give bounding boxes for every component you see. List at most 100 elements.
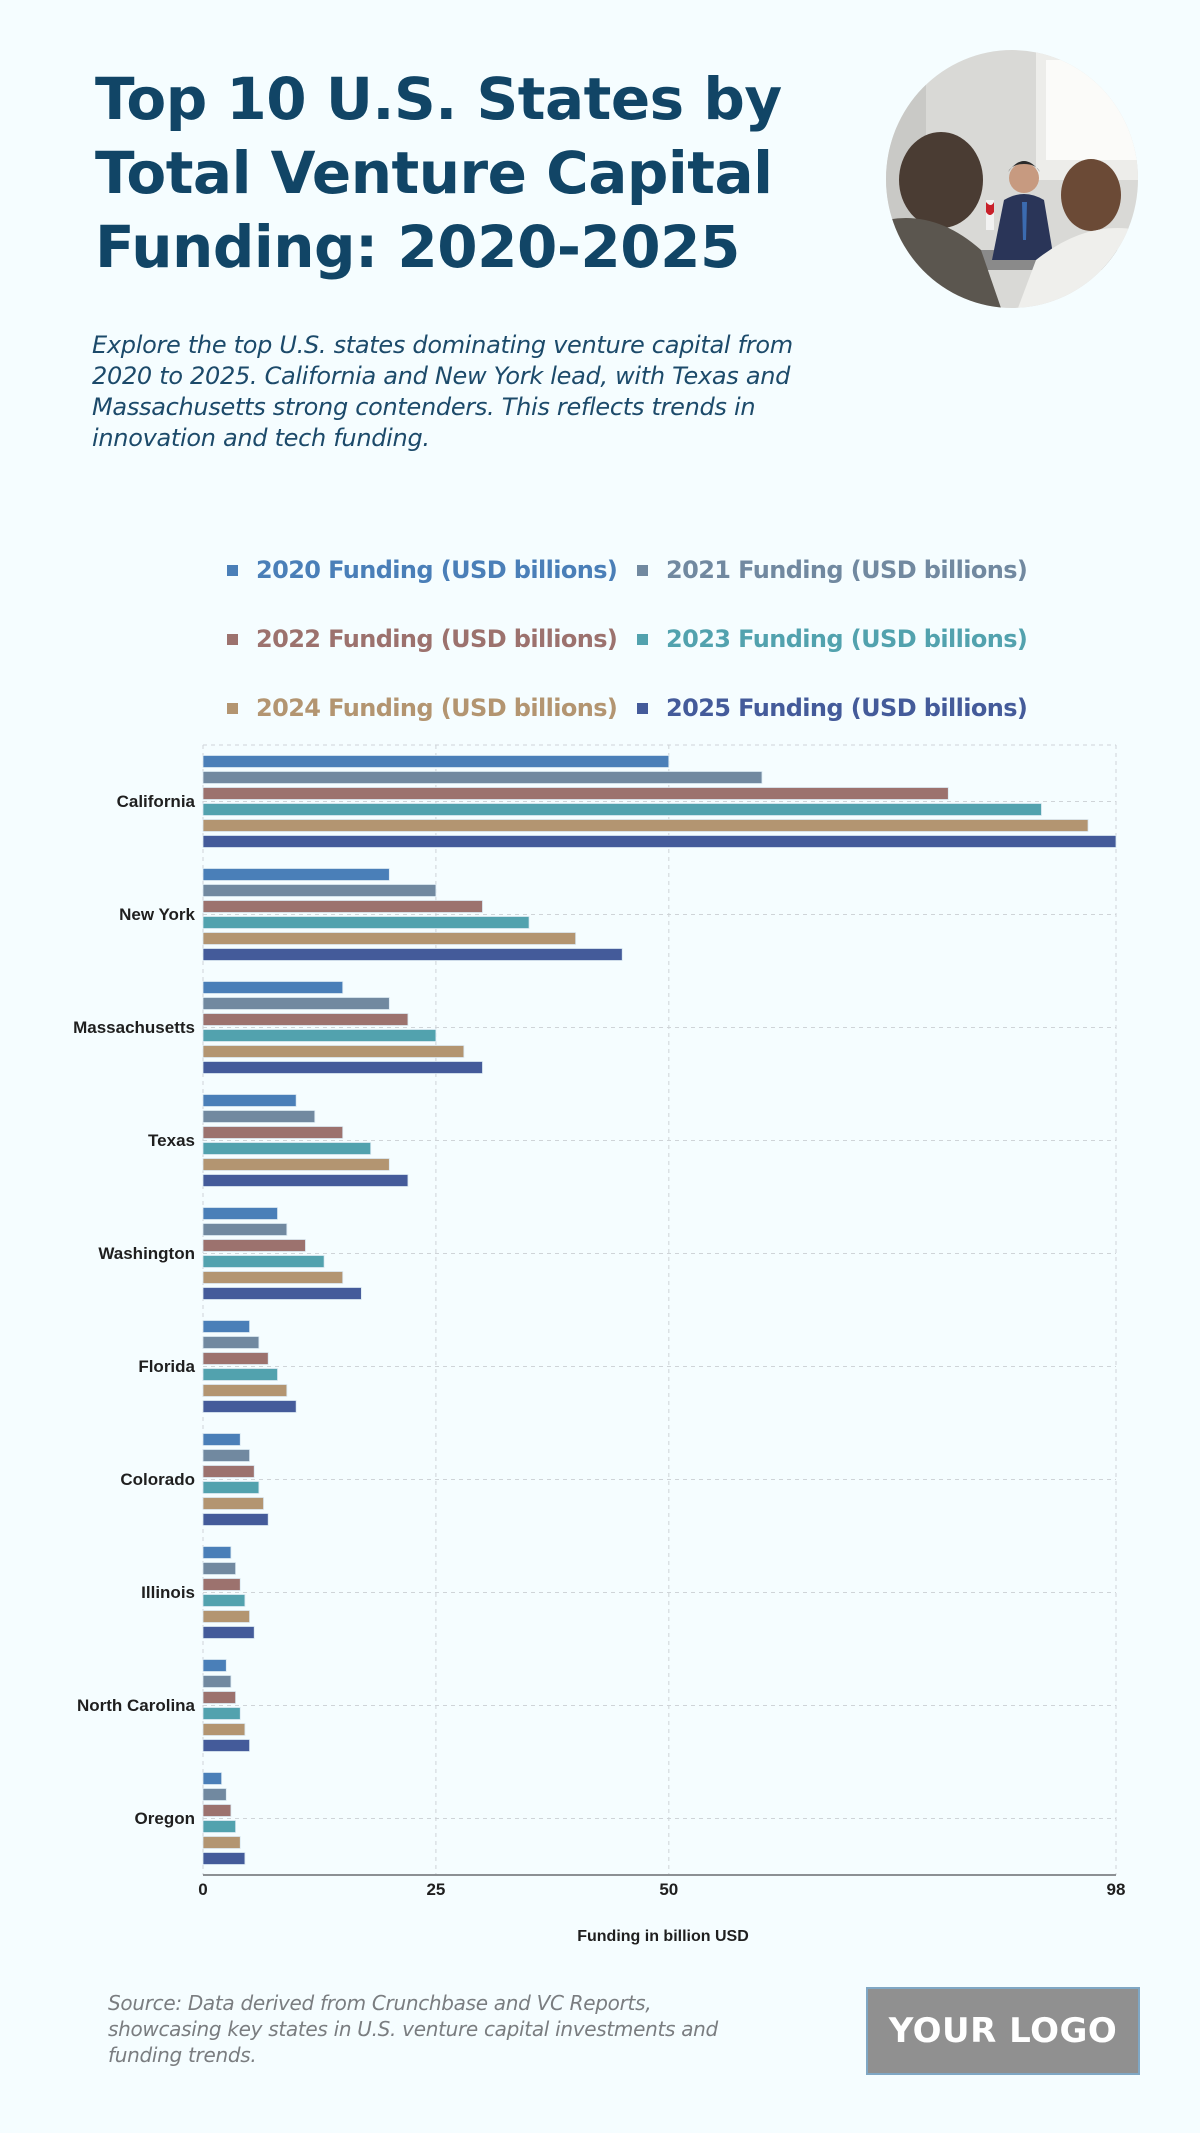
bar-colorado-2020 (202, 1433, 241, 1446)
legend-item-2023[interactable]: 2023 Funding (USD billions) (637, 617, 1028, 661)
legend-swatch-icon (227, 633, 238, 645)
bar-massachusetts-2021 (202, 997, 390, 1010)
grid-lines (202, 744, 1117, 1875)
y-tick-label: Florida (138, 1356, 195, 1376)
bar-massachusetts-2024 (202, 1045, 465, 1058)
bar-oregon-2020 (202, 1772, 223, 1785)
bar-california-2025 (202, 835, 1117, 848)
legend-item-2022[interactable]: 2022 Funding (USD billions) (227, 617, 618, 661)
bar-california-2021 (202, 771, 763, 784)
bar-florida-2022 (202, 1352, 269, 1365)
bar-illinois-2022 (202, 1578, 241, 1591)
bar-colorado-2025 (202, 1513, 269, 1526)
bar-new-york-2020 (202, 868, 390, 881)
legend-swatch-icon (637, 564, 648, 576)
bar-washington-2023 (202, 1255, 325, 1268)
legend-label: 2020 Funding (USD billions) (256, 556, 618, 584)
bar-california-2022 (202, 787, 949, 800)
source-note: Source: Data derived from Crunchbase and… (108, 1991, 718, 2067)
bar-illinois-2023 (202, 1594, 246, 1607)
legend-label: 2024 Funding (USD billions) (256, 694, 618, 722)
bar-colorado-2021 (202, 1449, 250, 1462)
bar-new-york-2024 (202, 932, 577, 945)
bar-massachusetts-2023 (202, 1029, 437, 1042)
bar-new-york-2022 (202, 900, 483, 913)
bar-texas-2024 (202, 1158, 390, 1171)
legend-row: 2022 Funding (USD billions) 2023 Funding… (200, 617, 1060, 686)
bar-new-york-2021 (202, 884, 437, 897)
legend-row: 2020 Funding (USD billions) 2021 Funding… (200, 548, 1060, 617)
y-tick-label: Colorado (120, 1469, 195, 1489)
legend-swatch-icon (227, 702, 238, 714)
bar-florida-2020 (202, 1320, 250, 1333)
bar-illinois-2024 (202, 1610, 250, 1623)
page-title: Top 10 U.S. States by Total Venture Capi… (95, 65, 782, 281)
y-tick-label: Massachusetts (73, 1017, 195, 1037)
bar-colorado-2022 (202, 1465, 255, 1478)
bar-washington-2020 (202, 1207, 278, 1220)
bar-texas-2025 (202, 1174, 409, 1187)
bar-florida-2021 (202, 1336, 260, 1349)
bar-texas-2020 (202, 1094, 297, 1107)
bar-colorado-2023 (202, 1481, 260, 1494)
bar-oregon-2025 (202, 1852, 246, 1865)
y-tick-label: Texas (148, 1130, 195, 1150)
legend-swatch-icon (637, 702, 648, 714)
legend-item-2021[interactable]: 2021 Funding (USD billions) (637, 548, 1028, 592)
bar-illinois-2021 (202, 1562, 237, 1575)
bar-illinois-2025 (202, 1626, 255, 1639)
legend-item-2020[interactable]: 2020 Funding (USD billions) (227, 548, 618, 592)
bar-washington-2022 (202, 1239, 306, 1252)
y-tick-label: California (116, 791, 195, 811)
bar-oregon-2024 (202, 1836, 241, 1849)
legend-label: 2022 Funding (USD billions) (256, 625, 618, 653)
logo-placeholder: YOUR LOGO (866, 1987, 1140, 2075)
bar-north-carolina-2022 (202, 1691, 237, 1704)
legend-row: 2024 Funding (USD billions) 2025 Funding… (200, 686, 1060, 755)
y-tick-label: New York (119, 904, 195, 924)
y-tick-label: Oregon (134, 1808, 195, 1828)
legend-item-2025[interactable]: 2025 Funding (USD billions) (637, 686, 1028, 730)
legend-swatch-icon (227, 564, 238, 576)
bar-texas-2023 (202, 1142, 372, 1155)
x-tick-label: 0 (198, 1880, 208, 1899)
bar-massachusetts-2020 (202, 981, 344, 994)
bar-new-york-2023 (202, 916, 530, 929)
y-tick-label: North Carolina (76, 1695, 195, 1715)
x-tick-label: 50 (659, 1880, 679, 1899)
bar-florida-2023 (202, 1368, 278, 1381)
bar-new-york-2025 (202, 948, 623, 961)
bar-texas-2022 (202, 1126, 344, 1139)
bar-california-2020 (202, 755, 670, 768)
bar-massachusetts-2022 (202, 1013, 409, 1026)
x-tick-label: 98 (1106, 1880, 1126, 1899)
bar-california-2024 (202, 819, 1089, 832)
legend-label: 2021 Funding (USD billions) (666, 556, 1028, 584)
bar-oregon-2022 (202, 1804, 232, 1817)
y-tick-label: Washington (98, 1243, 195, 1263)
bar-north-carolina-2021 (202, 1675, 232, 1688)
x-axis-title: Funding in billion USD (577, 1928, 749, 1945)
bar-massachusetts-2025 (202, 1061, 483, 1074)
bar-california-2023 (202, 803, 1042, 816)
bar-north-carolina-2020 (202, 1659, 227, 1672)
bar-florida-2024 (202, 1384, 288, 1397)
bar-florida-2025 (202, 1400, 297, 1413)
chart-legend: 2020 Funding (USD billions) 2021 Funding… (200, 548, 1060, 755)
page-subtitle: Explore the top U.S. states dominating v… (92, 331, 793, 452)
bar-colorado-2024 (202, 1497, 264, 1510)
bar-north-carolina-2024 (202, 1723, 246, 1736)
x-tick-label: 25 (426, 1880, 446, 1899)
legend-label: 2025 Funding (USD billions) (666, 694, 1028, 722)
legend-item-2024[interactable]: 2024 Funding (USD billions) (227, 686, 618, 730)
bar-oregon-2021 (202, 1788, 227, 1801)
bar-washington-2024 (202, 1271, 344, 1284)
bar-washington-2025 (202, 1287, 362, 1300)
bars (202, 755, 1117, 1865)
bar-illinois-2020 (202, 1546, 232, 1559)
bar-north-carolina-2025 (202, 1739, 250, 1752)
bar-north-carolina-2023 (202, 1707, 241, 1720)
bar-oregon-2023 (202, 1820, 237, 1833)
bar-texas-2021 (202, 1110, 316, 1123)
